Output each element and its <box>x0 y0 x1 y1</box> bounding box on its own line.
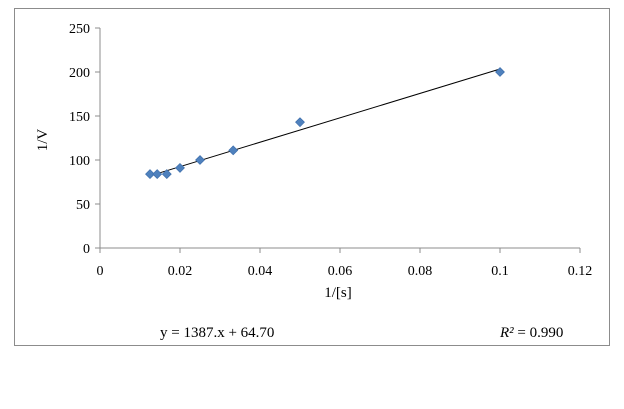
y-tick-label: 50 <box>76 198 90 213</box>
x-tick-label: 0.06 <box>328 264 353 279</box>
axes <box>95 27 581 253</box>
y-tick-label: 0 <box>83 242 90 257</box>
data-point-marker <box>495 67 505 77</box>
y-tick-label: 250 <box>69 22 90 37</box>
y-tick-label: 100 <box>69 154 90 169</box>
x-tick-label: 0.04 <box>248 264 273 279</box>
data-point-marker <box>145 169 155 180</box>
x-tick-label: 0 <box>97 264 104 279</box>
x-tick-label: 0.02 <box>168 264 193 279</box>
trendline-line <box>149 68 501 177</box>
data-point-marker <box>161 169 172 180</box>
x-tick-label: 0.12 <box>568 264 593 279</box>
data-point-marker <box>295 117 305 128</box>
tick-labels: 0 50 100 150 200 250 0 0.02 0.04 0.06 0.08 0.1 0.12 <box>69 22 592 279</box>
data-point-marker <box>228 145 239 156</box>
data-point-marker <box>152 169 163 180</box>
data-points <box>145 67 505 180</box>
chart-frame <box>14 8 610 346</box>
data-point-marker <box>175 162 185 173</box>
r-squared-label: R² <box>500 325 514 341</box>
y-axis-label: 1/V <box>35 129 51 152</box>
data-point-marker <box>195 155 205 165</box>
y-tick-label: 200 <box>69 66 90 81</box>
trendline <box>149 68 501 177</box>
r-squared: R² = 0.990 <box>500 325 563 342</box>
x-axis-label: 1/[s] <box>324 285 352 301</box>
trendline-equation: y = 1387.x + 64.70 <box>160 325 275 341</box>
x-tick-label: 0.1 <box>491 264 509 279</box>
r-squared-value: = 0.990 <box>517 325 564 341</box>
y-tick-label: 150 <box>69 110 90 125</box>
x-tick-label: 0.08 <box>408 264 433 279</box>
